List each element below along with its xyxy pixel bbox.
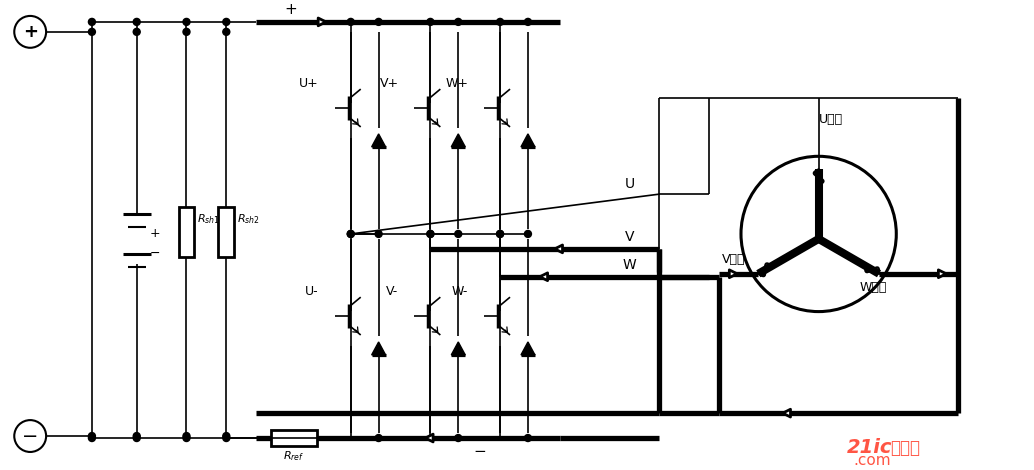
Circle shape — [375, 18, 383, 25]
Text: $R_{sh2}$: $R_{sh2}$ — [237, 212, 260, 226]
Circle shape — [496, 230, 504, 237]
Text: W+: W+ — [446, 77, 468, 90]
Circle shape — [183, 432, 190, 439]
Circle shape — [524, 435, 531, 441]
Circle shape — [427, 230, 434, 237]
Polygon shape — [451, 134, 465, 147]
Circle shape — [222, 18, 230, 25]
Circle shape — [183, 435, 190, 441]
Circle shape — [89, 18, 95, 25]
Text: $R_{ref}$: $R_{ref}$ — [283, 449, 305, 463]
Text: U线圈: U线圈 — [819, 113, 843, 126]
Circle shape — [741, 157, 896, 312]
Circle shape — [183, 28, 190, 35]
Circle shape — [222, 432, 230, 439]
Circle shape — [133, 435, 141, 441]
Circle shape — [89, 432, 95, 439]
Circle shape — [524, 18, 531, 25]
Circle shape — [347, 230, 355, 237]
Circle shape — [496, 18, 504, 25]
Circle shape — [89, 435, 95, 441]
Bar — [218, 207, 235, 257]
Bar — [179, 207, 194, 257]
Circle shape — [347, 230, 355, 237]
Circle shape — [427, 230, 434, 237]
Circle shape — [427, 18, 434, 25]
Circle shape — [524, 230, 531, 237]
Text: −: − — [22, 427, 38, 446]
Text: $R_{sh1}$: $R_{sh1}$ — [196, 212, 220, 226]
Circle shape — [89, 28, 95, 35]
Circle shape — [222, 28, 230, 35]
Circle shape — [133, 28, 141, 35]
Text: W线圈: W线圈 — [859, 281, 887, 294]
Text: V: V — [625, 230, 634, 244]
Text: W: W — [622, 258, 636, 272]
Circle shape — [375, 435, 383, 441]
Bar — [271, 430, 316, 446]
Polygon shape — [371, 342, 386, 355]
Text: W-: W- — [452, 285, 468, 298]
Text: 电子网: 电子网 — [890, 439, 920, 457]
Circle shape — [455, 18, 462, 25]
Polygon shape — [371, 134, 386, 147]
Text: U-: U- — [305, 285, 318, 298]
Text: −: − — [149, 247, 160, 260]
Polygon shape — [521, 134, 535, 147]
Circle shape — [455, 230, 462, 237]
Circle shape — [133, 432, 141, 439]
Text: V线圈: V线圈 — [723, 253, 746, 266]
Circle shape — [347, 18, 355, 25]
Circle shape — [183, 18, 190, 25]
Text: +: + — [23, 23, 37, 41]
Text: .com: .com — [853, 454, 891, 469]
Text: 21ic: 21ic — [847, 439, 892, 457]
Circle shape — [14, 420, 47, 452]
Polygon shape — [521, 342, 535, 355]
Circle shape — [222, 435, 230, 441]
Text: +: + — [149, 227, 160, 241]
Text: −: − — [474, 445, 487, 460]
Circle shape — [133, 18, 141, 25]
Circle shape — [455, 435, 462, 441]
Circle shape — [375, 230, 383, 237]
Text: +: + — [284, 2, 298, 17]
Polygon shape — [451, 342, 465, 355]
Text: V-: V- — [387, 285, 398, 298]
Text: U+: U+ — [299, 77, 318, 90]
Text: V+: V+ — [379, 77, 398, 90]
Circle shape — [496, 230, 504, 237]
Text: U: U — [625, 177, 635, 191]
Circle shape — [14, 16, 47, 48]
